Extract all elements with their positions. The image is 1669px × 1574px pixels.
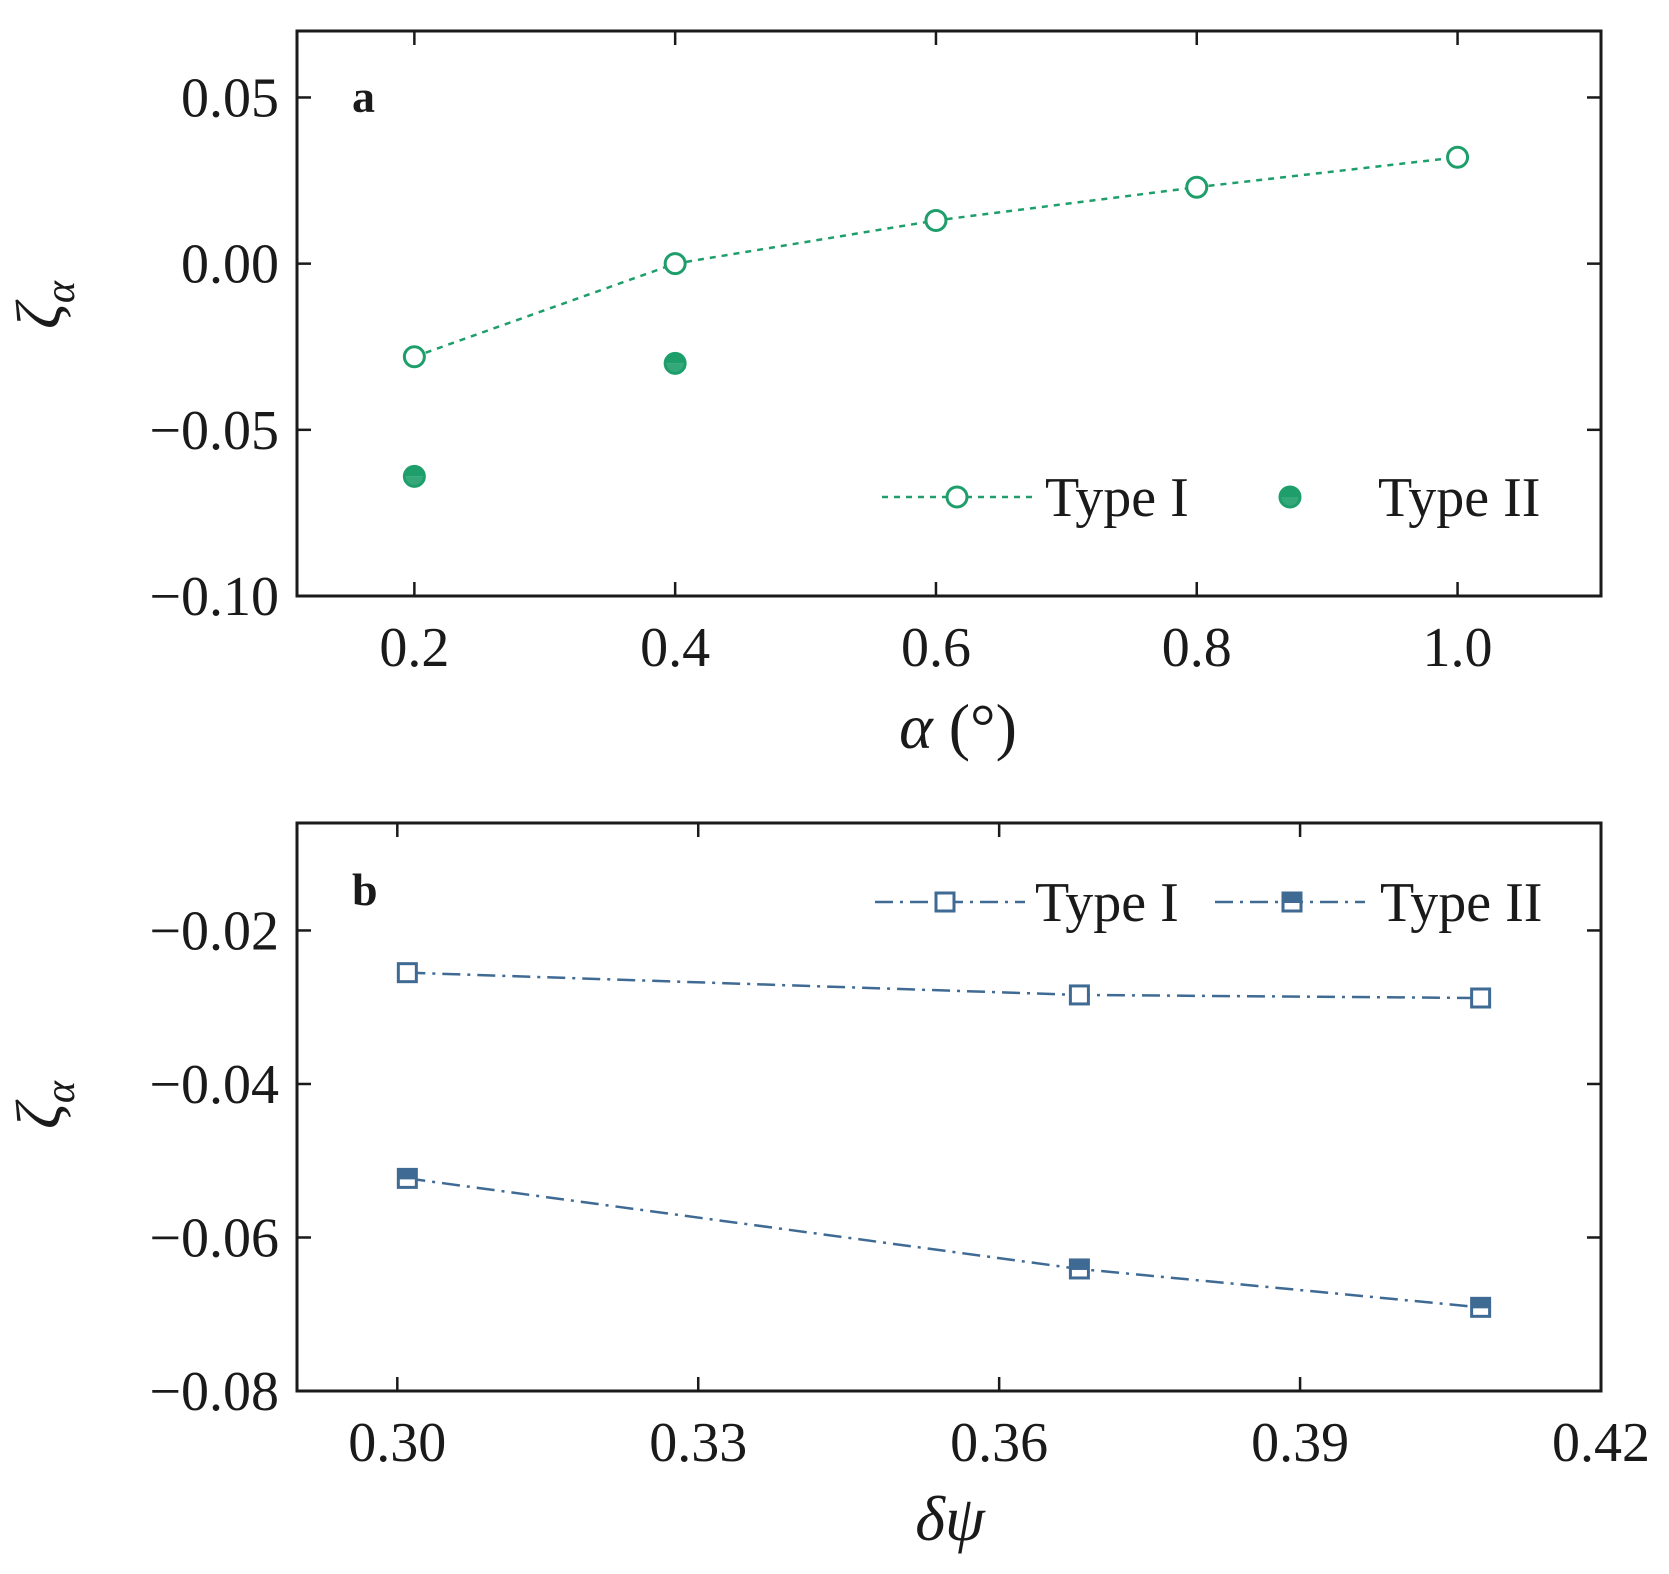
x-tick-label: 0.6	[901, 617, 971, 679]
data-point-1	[1446, 145, 1470, 169]
y-tick-label: −0.06	[149, 1207, 279, 1269]
panel-b-ticks: 0.30 0.33 0.36 0.39 0.42 −0.02 −0.04 −0.06 −0.08	[149, 823, 1650, 1474]
x-tick-label: 0.8	[1162, 617, 1232, 679]
data-point-1	[1068, 984, 1090, 1006]
y-tick-label: −0.04	[149, 1054, 279, 1116]
panel-a-series	[402, 145, 1470, 488]
data-point-1	[1470, 987, 1492, 1009]
panel-b: 0.30 0.33 0.36 0.39 0.42 −0.02 −0.04 −0.06 −0.08…	[3, 821, 1650, 1554]
x-tick-label: 1.0	[1423, 617, 1493, 679]
data-point-2	[1068, 1258, 1090, 1280]
legend-label: Type II	[1380, 872, 1542, 934]
y-tick-label: −0.10	[149, 566, 279, 628]
x-tick-label: 0.36	[950, 1412, 1048, 1474]
data-point-1	[402, 345, 426, 369]
legend-marker	[1278, 485, 1302, 509]
data-point-1	[924, 208, 948, 232]
panel-b-letter: b	[352, 864, 378, 915]
legend-label: Type I	[1035, 872, 1179, 934]
y-tick-label: −0.08	[149, 1361, 279, 1423]
legend-marker	[934, 891, 956, 913]
panel-b-xlabel: δψ	[915, 1483, 986, 1554]
x-tick-label: 0.2	[379, 617, 449, 679]
legend-label: Type I	[1045, 467, 1189, 529]
x-tick-label: 0.33	[649, 1412, 747, 1474]
x-tick-label: 0.4	[640, 617, 710, 679]
panel-a-frame	[295, 29, 1603, 598]
data-point-2	[396, 1167, 418, 1189]
x-tick-label: 0.42	[1552, 1412, 1650, 1474]
data-point-1	[396, 962, 418, 984]
y-tick-label: −0.05	[149, 400, 279, 462]
legend-label: Type II	[1378, 467, 1540, 529]
series-line-1	[407, 971, 1481, 1000]
panel-b-ylabel: ζα	[3, 1080, 84, 1129]
y-tick-label: 0.00	[181, 234, 279, 296]
panel-a-letter: a	[352, 71, 375, 122]
legend-marker	[945, 485, 969, 509]
panel-b-frame	[295, 821, 1603, 1393]
legend-marker	[1281, 891, 1303, 913]
y-tick-label: −0.02	[149, 900, 279, 962]
panel-a-xlabel: α (°)	[899, 691, 1017, 762]
panel-b-legend: Type I Type II	[875, 872, 1542, 934]
series-line-2	[407, 1177, 1481, 1309]
panel-a: 0.2 0.4 0.6 0.8 1.0 0.05 0.00 −0.05 −0.10 a Type…	[3, 29, 1603, 762]
data-point-2	[663, 351, 687, 375]
panel-a-ticks: 0.2 0.4 0.6 0.8 1.0 0.05 0.00 −0.05 −0.10	[149, 31, 1601, 679]
y-tick-label: 0.05	[181, 67, 279, 129]
panel-a-legend: Type I Type II	[882, 467, 1540, 529]
x-tick-label: 0.30	[348, 1412, 446, 1474]
data-point-2	[1470, 1296, 1492, 1318]
data-point-2	[402, 464, 426, 488]
data-point-1	[663, 252, 687, 276]
data-point-1	[1185, 175, 1209, 199]
panel-b-series	[396, 962, 1492, 1318]
x-tick-label: 0.39	[1251, 1412, 1349, 1474]
panel-a-ylabel: ζα	[3, 280, 84, 329]
series-line-1	[413, 156, 1458, 358]
